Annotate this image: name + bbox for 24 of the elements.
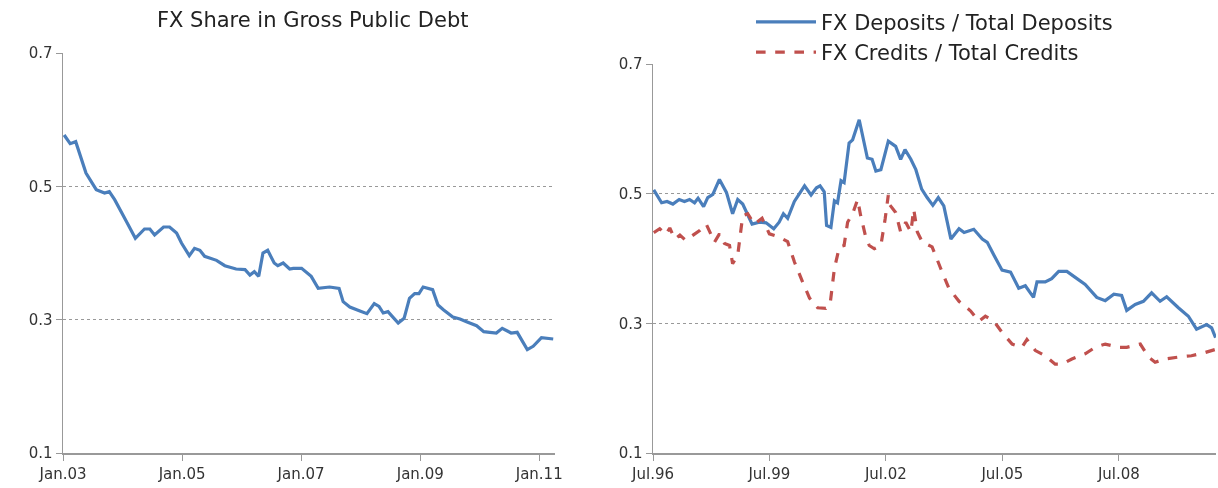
x-tick-label: Jan.07 [276, 464, 325, 483]
x-tick-label: Jul.99 [747, 464, 791, 483]
line-series [63, 133, 555, 352]
line-series [653, 118, 1216, 340]
x-tick-label: Jul.02 [863, 464, 907, 483]
x-tick-label: Jul.08 [1096, 464, 1140, 483]
y-tick-label: 0.7 [618, 55, 643, 74]
y-tick-label: 0.5 [28, 177, 53, 196]
legend-label: FX Credits / Total Credits [821, 41, 1079, 66]
y-tick-label: 0.1 [618, 444, 643, 463]
y-tick-label: 0.3 [28, 310, 53, 329]
y-tick-label: 0.5 [618, 184, 643, 203]
y-tick-label: 0.1 [28, 444, 53, 463]
legend-label: FX Deposits / Total Deposits [821, 11, 1113, 36]
y-tick-label: 0.7 [28, 44, 53, 63]
x-tick-label: Jan.05 [157, 464, 206, 483]
x-tick-label: Jan.09 [395, 464, 444, 483]
line-series [653, 193, 1216, 366]
x-tick-label: Jul.05 [980, 464, 1024, 483]
x-tick-label: Jul.96 [631, 464, 674, 483]
chart-title: FX Share in Gross Public Debt [156, 7, 469, 32]
x-tick-label: Jan.11 [514, 464, 563, 483]
y-tick-label: 0.3 [618, 314, 643, 333]
x-tick-label: Jan.03 [38, 464, 87, 483]
